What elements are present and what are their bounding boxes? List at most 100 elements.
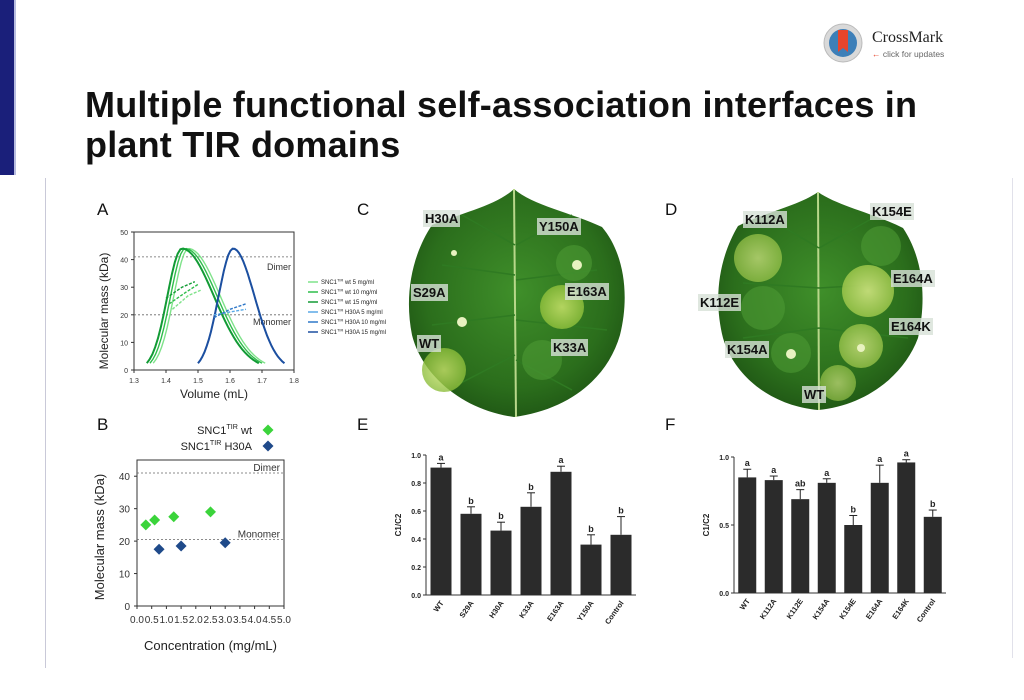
chart-e-ytick-label: 0.2 xyxy=(411,565,421,572)
chart-b-xlabel: Concentration (mg/mL) xyxy=(144,638,277,653)
slide-left-bar-accent xyxy=(14,0,16,175)
chart-a-ylabel: Molecular mass (kDa) xyxy=(97,253,111,370)
chart-e-category-label: Control xyxy=(603,599,626,626)
crossmark-sub-text: click for updates xyxy=(882,49,945,59)
chart-a-xtick-label: 1.6 xyxy=(225,378,235,385)
chart-f-c1c2-bars: 0.00.51.0C1/C2aWTaK112AabK112EaK154AbK15… xyxy=(702,449,946,624)
chart-e-sig-letter: a xyxy=(438,452,444,462)
crossmark-arrow-icon: ← xyxy=(872,49,881,59)
slide-right-divider xyxy=(1012,178,1013,658)
chart-f-sig-letter: a xyxy=(904,449,910,459)
chart-a-mass-trace xyxy=(168,283,199,305)
chart-e-bar xyxy=(490,530,512,595)
chart-a-ytick-label: 40 xyxy=(120,258,128,265)
chart-f-category-label: K154A xyxy=(811,597,832,622)
panel-label-d: D xyxy=(665,200,678,219)
panel-label-f: F xyxy=(665,415,676,434)
chart-f-sig-letter: ab xyxy=(795,479,806,489)
chart-f-category-label: E164A xyxy=(864,597,885,621)
chart-a-series-line xyxy=(145,247,260,365)
leaf-d-label-e164k: E164K xyxy=(889,318,933,335)
chart-b-xtick-label: 1.5 xyxy=(174,615,188,626)
chart-b-legend-entry: SNC1TIR wt xyxy=(197,423,252,437)
chart-f-ytick-label: 0.5 xyxy=(719,523,729,530)
chart-f-bar xyxy=(738,477,757,593)
chart-b-legend-entry: SNC1TIR H30A xyxy=(181,439,253,453)
chart-b-point xyxy=(153,543,165,555)
chart-e-sig-letter: a xyxy=(558,455,564,465)
chart-a-mass-trace xyxy=(171,289,202,310)
chart-a-refline-label: Monomer xyxy=(253,317,291,327)
leaf-c-image xyxy=(408,188,625,418)
chart-b-refline-label: Monomer xyxy=(238,529,281,540)
chart-f-sig-letter: b xyxy=(930,499,936,509)
chart-f-category-label: E164K xyxy=(890,597,911,621)
chart-a-xtick-label: 1.5 xyxy=(193,378,203,385)
leaf-d-label-k112e: K112E xyxy=(698,294,742,311)
panel-label-c: C xyxy=(357,200,370,219)
chart-a-xtick-label: 1.4 xyxy=(161,378,171,385)
chart-f-category-label: K154E xyxy=(837,597,858,621)
crossmark-subtitle: ← click for updates xyxy=(872,49,944,59)
chart-b-xtick-label: 4.0 xyxy=(248,615,262,626)
chart-b-xtick-label: 2.5 xyxy=(204,615,218,626)
chart-e-ytick-label: 1.0 xyxy=(411,453,421,460)
leaf-c-label-y150a: Y150A xyxy=(537,218,581,235)
chart-e-sig-letter: b xyxy=(498,511,504,521)
leaf-d-label-e164a: E164A xyxy=(891,270,935,287)
leaf-d-label-k112a: K112A xyxy=(743,211,787,228)
chart-e-category-label: K33A xyxy=(517,599,536,620)
chart-a-ytick-label: 30 xyxy=(120,285,128,292)
chart-e-bar xyxy=(550,471,572,595)
chart-f-category-label: WT xyxy=(738,597,752,612)
chart-b-ytick-label: 10 xyxy=(119,570,131,581)
chart-a-mass-trace xyxy=(165,281,196,299)
chart-b-mass-vs-concentration: Dimer Monomer 0 10 20 30 40 0.0 1.0 2.0 3.0 4.0 5.0 0… xyxy=(92,423,291,653)
chart-f-sig-letter: a xyxy=(771,465,777,475)
chart-e-category-label: S29A xyxy=(458,599,476,620)
chart-f-sig-letter: a xyxy=(824,468,830,478)
chart-b-legend-marker xyxy=(262,440,274,452)
crossmark-badge[interactable]: CrossMark ← click for updates xyxy=(822,22,952,68)
chart-a-plot-frame xyxy=(133,231,295,371)
chart-b-ytick-label: 40 xyxy=(119,472,131,483)
chart-b-point xyxy=(205,506,216,518)
chart-f-bar xyxy=(764,480,783,593)
chart-f-category-label: Control xyxy=(915,597,938,624)
chart-a-refline-label: Dimer xyxy=(267,262,291,272)
chart-e-bar xyxy=(580,544,602,595)
chart-b-point xyxy=(140,519,152,531)
chart-a-elution-profile: Dimer Monomer 0 10 20 30 40 50 1.3 1.4 1.5 1.6 1.7 1.… xyxy=(97,230,386,401)
chart-a-legend-entry: SNC1TIR H30A 5 mg/ml xyxy=(321,307,383,316)
chart-a-legend-entry: SNC1TIR wt 15 mg/ml xyxy=(321,297,377,306)
chart-e-bar xyxy=(430,467,452,595)
chart-b-ytick-label: 20 xyxy=(119,537,131,548)
leaf-c-label-h30a: H30A xyxy=(423,210,461,227)
chart-a-legend-entry: SNC1TIR H30A 10 mg/ml xyxy=(321,317,386,326)
chart-b-point xyxy=(175,540,187,552)
chart-e-sig-letter: b xyxy=(528,482,534,492)
chart-a-ytick-label: 50 xyxy=(120,230,128,237)
chart-f-bar xyxy=(897,462,916,593)
chart-b-ylabel: Molecular mass (kDa) xyxy=(92,474,107,600)
chart-a-mass-trace xyxy=(213,303,247,319)
leaf-c-label-wt: WT xyxy=(417,335,442,352)
chart-f-ylabel: C1/C2 xyxy=(702,513,711,536)
chart-b-point xyxy=(219,537,231,549)
chart-e-sig-letter: b xyxy=(588,524,594,534)
chart-a-xlabel: Volume (mL) xyxy=(180,387,248,401)
chart-a-xtick-label: 1.8 xyxy=(289,378,299,385)
chart-e-ylabel: C1/C2 xyxy=(394,513,403,536)
chart-a-mass-trace xyxy=(213,308,247,316)
chart-e-ytick-label: 0.4 xyxy=(411,537,421,544)
chart-b-ytick-label: 30 xyxy=(119,505,131,516)
leaf-d-label-k154a: K154A xyxy=(725,341,770,358)
chart-b-xtick-label: 0.0 xyxy=(130,615,144,626)
leaf-d-label-k154e: K154E xyxy=(870,203,914,220)
chart-f-ytick-label: 1.0 xyxy=(719,455,729,462)
chart-f-sig-letter: b xyxy=(851,504,857,514)
chart-b-legend-marker xyxy=(262,424,274,436)
leaf-d-label-wt: WT xyxy=(802,386,827,403)
chart-b-xtick-label: 3.5 xyxy=(233,615,247,626)
chart-a-xtick-label: 1.7 xyxy=(257,378,267,385)
